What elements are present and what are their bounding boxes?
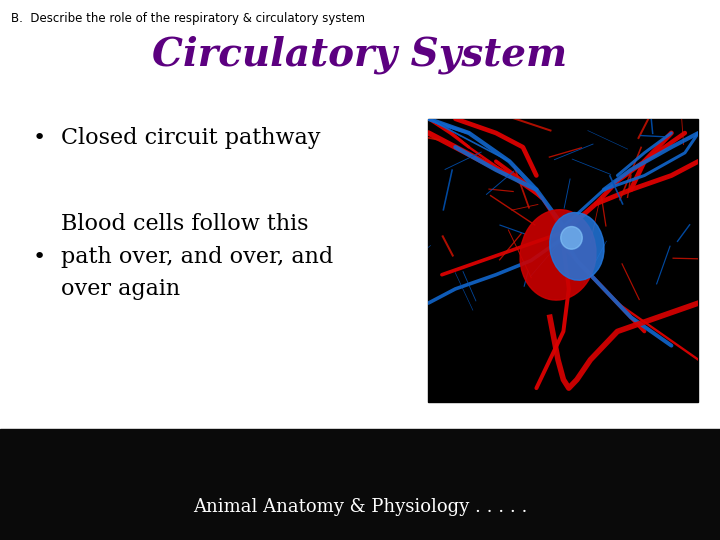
Bar [0, 429, 720, 540]
Text: Animal Anatomy & Physiology . . . . .: Animal Anatomy & Physiology . . . . . [193, 498, 527, 516]
Ellipse shape [520, 210, 596, 300]
Ellipse shape [550, 213, 604, 280]
Ellipse shape [561, 226, 582, 249]
Text: B.  Describe the role of the respiratory & circulatory system: B. Describe the role of the respiratory … [11, 12, 365, 25]
Text: Closed circuit pathway: Closed circuit pathway [61, 127, 320, 148]
Text: Blood cells follow this
path over, and over, and
over again: Blood cells follow this path over, and o… [61, 213, 333, 300]
Text: •: • [32, 127, 45, 148]
Text: Circulatory System: Circulatory System [153, 35, 567, 73]
Text: •: • [32, 246, 45, 267]
Bar [428, 119, 698, 402]
